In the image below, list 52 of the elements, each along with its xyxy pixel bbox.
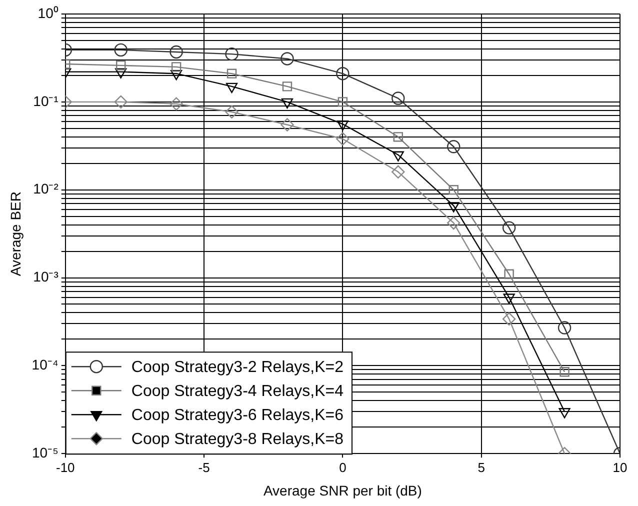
legend-label: Coop Strategy3-8 Relays,K=8 — [131, 431, 344, 448]
x-tick-label: 10 — [612, 460, 628, 475]
x-tick-label: -10 — [56, 460, 75, 475]
y-axis-title: Average BER — [7, 192, 24, 276]
y-tick-label: 10⁻⁵ — [32, 444, 58, 460]
point — [393, 132, 403, 142]
point — [225, 105, 238, 118]
point — [336, 120, 348, 131]
point — [280, 118, 294, 132]
point — [171, 62, 182, 72]
point — [447, 140, 460, 154]
point — [338, 97, 348, 107]
point — [392, 165, 405, 178]
point — [448, 185, 458, 195]
point — [116, 60, 126, 70]
x-tick-label: 5 — [478, 460, 485, 475]
point — [503, 294, 515, 304]
point — [504, 269, 514, 279]
y-tick-label: 10⁻¹ — [33, 92, 59, 109]
point — [114, 43, 128, 57]
point — [392, 151, 404, 162]
y-tick-label: 10⁻³ — [33, 268, 59, 285]
x-tick-label: -5 — [198, 460, 210, 475]
point — [226, 82, 238, 94]
point — [114, 95, 128, 109]
point — [170, 70, 182, 80]
point — [281, 98, 294, 109]
legend-label: Coop Strategy3-6 Relays,K=6 — [131, 407, 344, 424]
point — [392, 92, 405, 105]
point — [280, 52, 294, 66]
x-tick-label: 0 — [339, 460, 346, 475]
x-axis-title: Average SNR per bit (dB) — [263, 482, 422, 498]
legend-label: Coop Strategy3-2 Relays,K=2 — [131, 359, 344, 376]
point — [115, 68, 127, 78]
point — [558, 321, 572, 334]
point — [560, 367, 570, 377]
point — [336, 66, 350, 80]
point — [170, 45, 183, 59]
point — [225, 47, 238, 61]
point — [282, 82, 292, 92]
legend-label: Coop Strategy3-4 Relays,K=4 — [131, 383, 344, 400]
point — [170, 97, 183, 110]
point — [502, 221, 516, 234]
point — [448, 202, 460, 212]
point — [226, 68, 237, 78]
point — [558, 408, 570, 418]
y-tick-label: 10⁰ — [38, 4, 58, 21]
point — [336, 132, 350, 146]
y-tick-label: 10⁻⁴ — [32, 356, 58, 373]
y-tick-label: 10⁻² — [33, 180, 59, 197]
point — [447, 216, 460, 230]
point — [502, 312, 516, 326]
